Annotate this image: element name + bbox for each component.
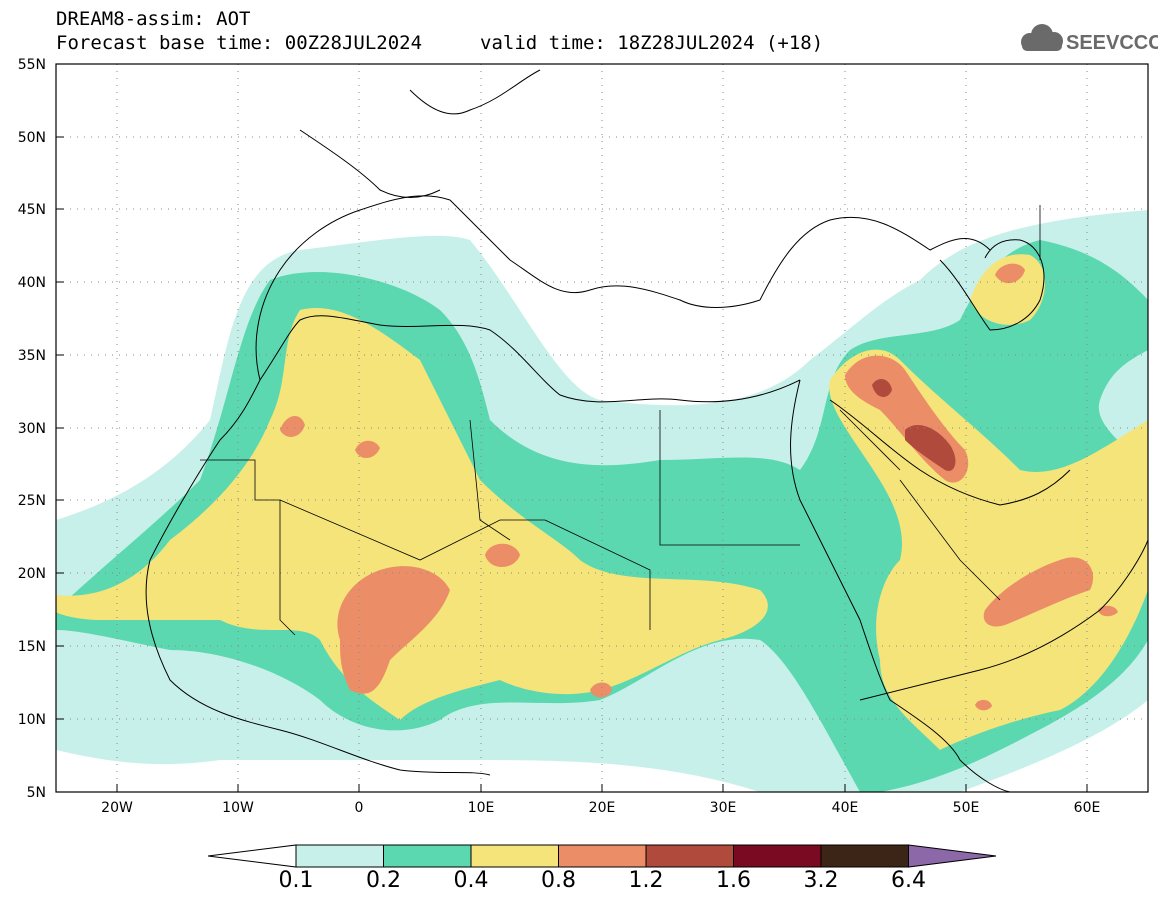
colorbar-swatch (471, 845, 559, 867)
lon-labels: 20W 10W 0 10E 20E 30E 40E 50E 60E (101, 800, 1100, 816)
cloud-icon (1021, 24, 1063, 51)
lat-label: 35N (18, 348, 46, 364)
lat-label: 15N (18, 639, 46, 655)
colorbar-swatch (821, 845, 909, 867)
logo-text: SEEVCCC (1066, 32, 1158, 54)
colorbar-high-arrow (908, 845, 996, 867)
country-borders (200, 205, 1041, 636)
grid-lines (56, 64, 1148, 792)
model-title: DREAM8-assim: AOT (56, 8, 251, 30)
lat-label: 45N (18, 202, 46, 218)
colorbar-label: 0.4 (453, 868, 489, 893)
colorbar-swatch (646, 845, 734, 867)
lat-label: 55N (18, 57, 46, 73)
coastlines (145, 69, 1148, 792)
lon-label: 0 (355, 800, 364, 816)
lat-label: 30N (18, 421, 46, 437)
lon-label: 10W (222, 800, 254, 816)
lon-ticks (116, 784, 1088, 792)
colorbar-label: 1.6 (716, 868, 751, 893)
lon-label: 20W (101, 800, 133, 816)
seevccc-logo: SEEVCCC (1018, 22, 1163, 56)
lat-label: 40N (18, 275, 46, 291)
colorbar-low-arrow (207, 844, 297, 868)
lat-ticks (56, 63, 64, 793)
valid-time-label: valid time: 18Z28JUL2024 (+18) (480, 32, 824, 54)
colorbar-label: 0.2 (366, 868, 401, 893)
lat-label: 10N (18, 712, 46, 728)
colorbar-swatch (558, 845, 646, 867)
lat-label: 20N (18, 566, 46, 582)
lon-label: 20E (589, 800, 616, 816)
lon-label: 10E (468, 800, 495, 816)
colorbar-swatch (296, 845, 384, 867)
colorbar-label: 1.2 (628, 868, 664, 893)
colorbar-label: 0.1 (278, 868, 314, 893)
lat-labels: 55N 50N 45N 40N 35N 30N 25N 20N 15N 10N … (18, 57, 46, 801)
lon-label: 60E (1074, 800, 1101, 816)
lat-label: 50N (18, 130, 46, 146)
base-time-label: Forecast base time: 00Z28JUL2024 (56, 32, 423, 54)
lat-label: 25N (18, 493, 46, 509)
lon-label: 30E (710, 800, 737, 816)
colorbar-swatch (383, 845, 471, 867)
lon-label: 40E (832, 800, 859, 816)
colorbar-swatch (733, 845, 821, 867)
colorbar-label: 6.4 (891, 868, 926, 893)
colorbar (207, 844, 997, 868)
colorbar-label: 0.8 (541, 868, 576, 893)
lat-label: 5N (27, 785, 46, 801)
lon-label: 50E (953, 800, 980, 816)
colorbar-label: 3.2 (803, 868, 839, 893)
